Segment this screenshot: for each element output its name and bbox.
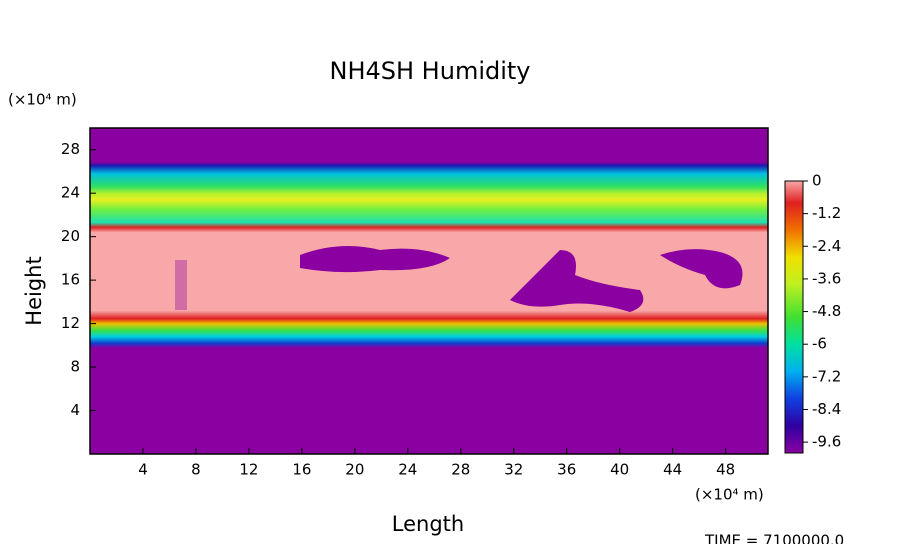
x-tick-label: 32: [504, 461, 523, 479]
y-tick-label: 12: [61, 314, 80, 332]
plot-frame: [89, 127, 769, 455]
x-tick-label: 44: [663, 461, 682, 479]
x-tick-label: 20: [345, 461, 364, 479]
colorbar-tick-label: -8.4: [812, 400, 841, 418]
x-tick-label: 36: [557, 461, 576, 479]
colorbar-tick-label: -6: [812, 335, 827, 353]
colorbar-tick-label: -4.8: [812, 302, 841, 320]
colorbar-tick-label: -3.6: [812, 269, 841, 287]
x-tick-label: 24: [398, 461, 417, 479]
x-tick-label: 4: [138, 461, 148, 479]
colorbar: [784, 180, 804, 454]
y-tick-label: 8: [70, 358, 80, 376]
y-tick-label: 20: [61, 227, 80, 245]
x-tick-label: 16: [292, 461, 311, 479]
colorbar-tick-label: -1.2: [812, 204, 841, 222]
field: [90, 128, 768, 454]
colorbar-tick-label: -9.6: [812, 433, 841, 451]
chart-title: NH4SH Humidity: [330, 57, 531, 85]
x-unit: (×10⁴ m): [695, 486, 764, 504]
colorbar-tick-label: -2.4: [812, 237, 841, 255]
x-tick-label: 28: [451, 461, 470, 479]
y-tick-label: 24: [61, 184, 80, 202]
colorbar-tick-label: -7.2: [812, 367, 841, 385]
x-axis-label: Length: [392, 512, 464, 536]
time-label: TIME = 7100000.0: [704, 532, 844, 544]
x-tick-label: 12: [239, 461, 258, 479]
y-tick-label: 16: [61, 271, 80, 289]
y-unit: (×10⁴ m): [8, 91, 77, 109]
x-tick-label: 48: [716, 461, 735, 479]
y-axis-label: Height: [22, 256, 46, 325]
field-blobs: [175, 246, 743, 312]
x-tick-label: 8: [191, 461, 201, 479]
x-tick-label: 40: [610, 461, 629, 479]
y-tick-label: 28: [61, 140, 80, 158]
colorbar-tick-label: 0: [812, 172, 822, 190]
y-tick-label: 4: [70, 401, 80, 419]
